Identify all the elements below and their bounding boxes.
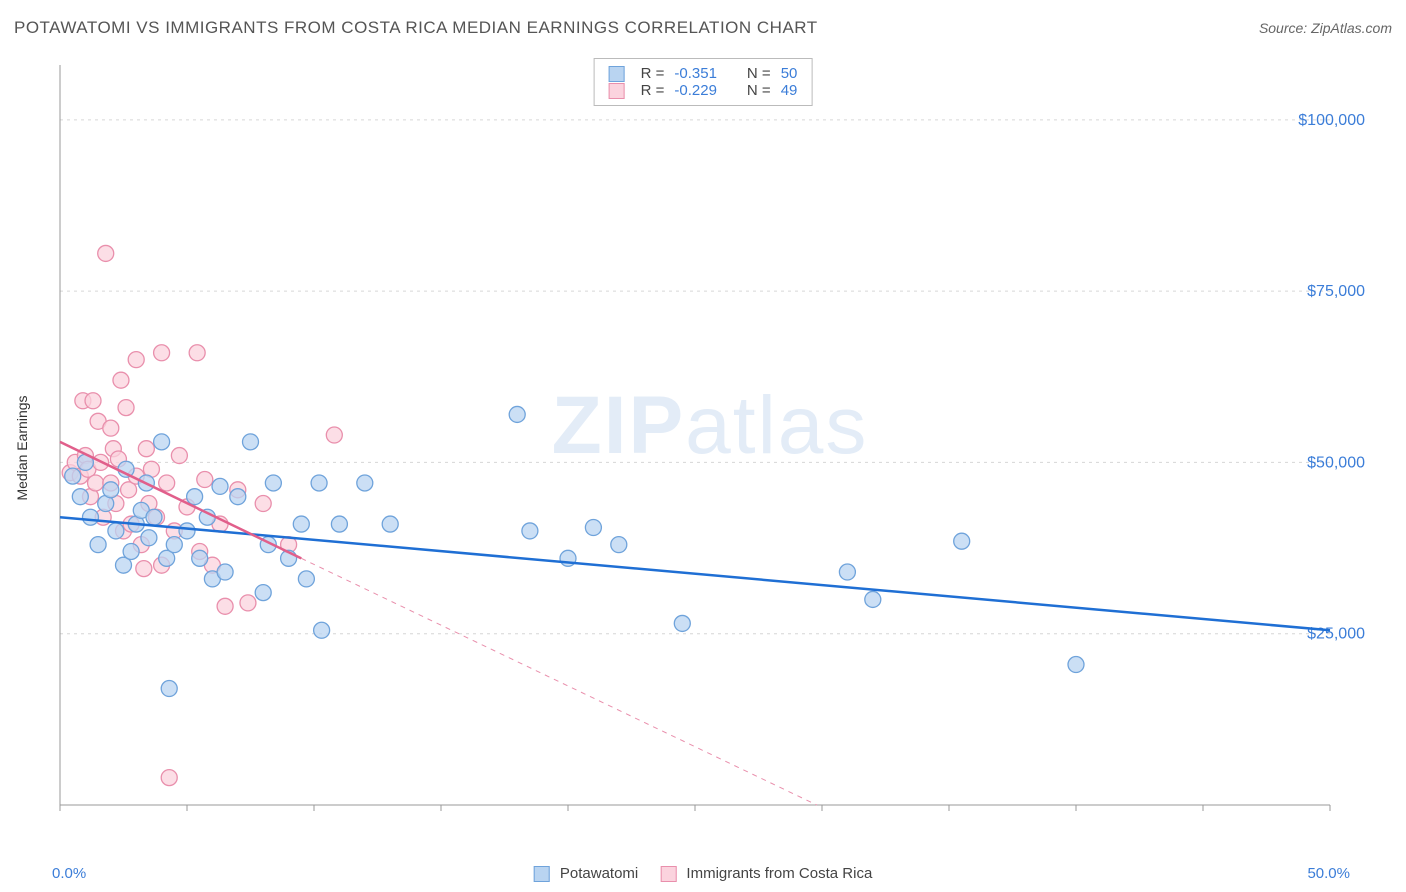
r-label: R =	[641, 65, 665, 82]
stats-row: R = -0.229 N = 49	[609, 82, 798, 99]
chart-header: POTAWATOMI VS IMMIGRANTS FROM COSTA RICA…	[14, 18, 1392, 38]
swatch-blue-icon	[609, 66, 625, 82]
x-axis-max-label: 50.0%	[1307, 865, 1350, 882]
swatch-blue-icon	[534, 866, 550, 882]
n-value: 50	[781, 65, 798, 82]
chart-title: POTAWATOMI VS IMMIGRANTS FROM COSTA RICA…	[14, 18, 818, 38]
r-value: -0.229	[674, 82, 717, 99]
correlation-stats-box: R = -0.351 N = 50 R = -0.229 N = 49	[594, 58, 813, 106]
svg-text:$100,000: $100,000	[1298, 112, 1365, 129]
scatter-svg: $25,000$50,000$75,000$100,000	[50, 55, 1370, 845]
y-axis-label: Median Earnings	[14, 395, 30, 500]
chart-legend: Potawatomi Immigrants from Costa Rica	[534, 865, 873, 882]
n-label: N =	[747, 65, 771, 82]
swatch-pink-icon	[609, 83, 625, 99]
r-label: R =	[641, 82, 665, 99]
svg-text:$75,000: $75,000	[1307, 283, 1365, 300]
source-label: Source: ZipAtlas.com	[1259, 20, 1392, 36]
svg-text:$50,000: $50,000	[1307, 454, 1365, 471]
legend-label: Potawatomi	[560, 865, 638, 882]
legend-label: Immigrants from Costa Rica	[686, 865, 872, 882]
n-value: 49	[781, 82, 798, 99]
swatch-pink-icon	[660, 866, 676, 882]
chart-plot-area: ZIPatlas $25,000$50,000$75,000$100,000	[50, 55, 1370, 845]
stats-row: R = -0.351 N = 50	[609, 65, 798, 82]
x-axis-min-label: 0.0%	[52, 865, 86, 882]
legend-item: Immigrants from Costa Rica	[660, 865, 872, 882]
legend-item: Potawatomi	[534, 865, 639, 882]
n-label: N =	[747, 82, 771, 99]
r-value: -0.351	[674, 65, 717, 82]
